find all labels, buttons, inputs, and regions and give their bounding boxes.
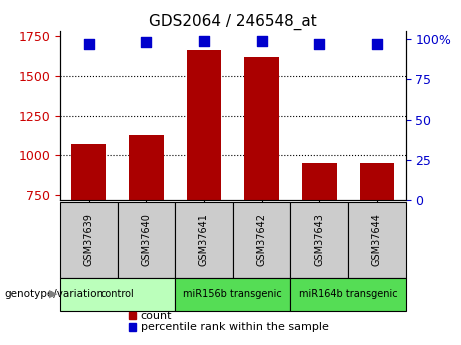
- Text: GSM37644: GSM37644: [372, 213, 382, 266]
- Text: miR156b transgenic: miR156b transgenic: [183, 289, 282, 299]
- Text: GSM37643: GSM37643: [314, 213, 324, 266]
- Point: [315, 41, 323, 47]
- Text: genotype/variation: genotype/variation: [5, 289, 104, 299]
- Bar: [129, 135, 164, 200]
- Text: GSM37641: GSM37641: [199, 213, 209, 266]
- Text: GSM37639: GSM37639: [84, 213, 94, 266]
- Text: GSM37642: GSM37642: [257, 213, 266, 266]
- Point: [200, 38, 207, 43]
- Title: GDS2064 / 246548_at: GDS2064 / 246548_at: [149, 13, 317, 30]
- Point: [373, 41, 381, 47]
- Text: count: count: [141, 311, 172, 321]
- Point: [142, 40, 150, 45]
- Bar: [187, 50, 221, 200]
- Text: ▶: ▶: [49, 289, 57, 299]
- Point: [258, 38, 266, 43]
- Text: percentile rank within the sample: percentile rank within the sample: [141, 322, 329, 332]
- Bar: [302, 164, 337, 200]
- Bar: [360, 162, 394, 200]
- Text: control: control: [100, 289, 135, 299]
- Bar: [71, 144, 106, 200]
- Point: [85, 41, 92, 47]
- Bar: [244, 57, 279, 200]
- Text: GSM37640: GSM37640: [142, 213, 151, 266]
- Text: miR164b transgenic: miR164b transgenic: [299, 289, 397, 299]
